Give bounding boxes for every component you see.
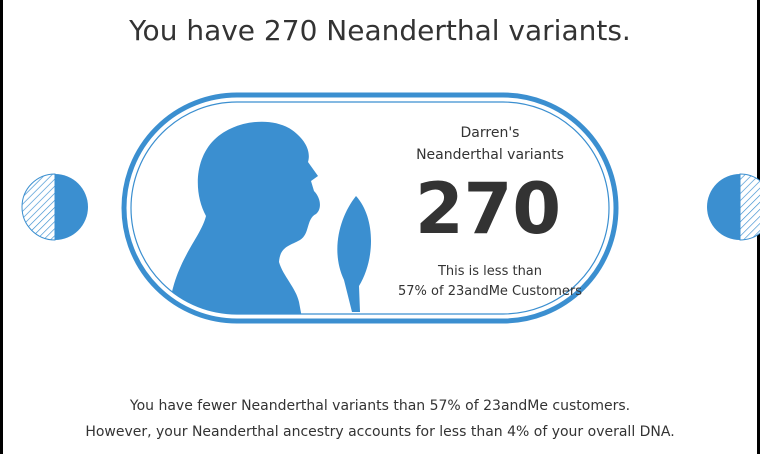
screen: You have 270 Neanderthal variants. Darre… — [0, 0, 760, 454]
card-name: Darren's — [461, 125, 520, 141]
card-label: Neanderthal variants — [416, 147, 564, 163]
summary-text: You have fewer Neanderthal variants than… — [129, 398, 630, 414]
prev-indicator — [22, 174, 88, 240]
comparison: This is less than — [437, 264, 542, 279]
variant-count: 270 — [415, 168, 561, 250]
summary-text: However, your Neanderthal ancestry accou… — [85, 424, 674, 440]
next-indicator — [707, 174, 760, 240]
page: You have 270 Neanderthal variants. Darre… — [0, 0, 760, 454]
edge — [0, 0, 3, 454]
page-title: You have 270 Neanderthal variants. — [128, 14, 631, 47]
comparison: 57% of 23andMe Customers — [398, 284, 582, 299]
